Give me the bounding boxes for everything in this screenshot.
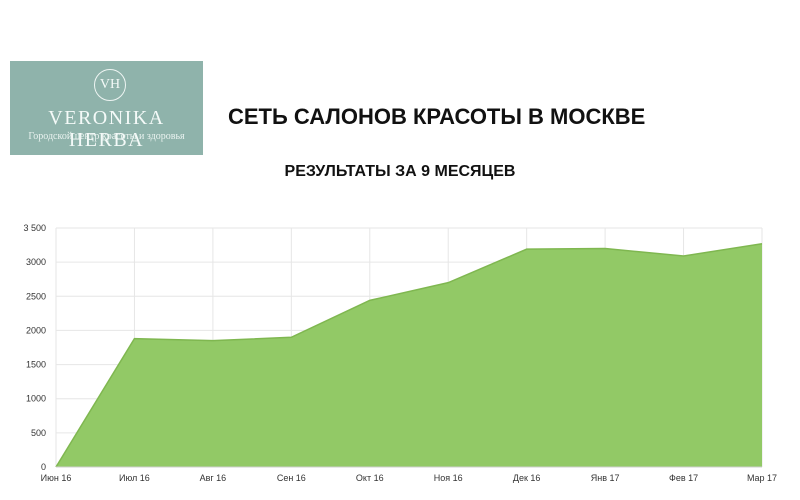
- y-tick-label: 2000: [26, 325, 46, 335]
- x-tick-label: Ноя 16: [434, 473, 463, 483]
- area-chart: 0 500 1000 1500 2000 2500 3000 3 500 Июн 16 Июл 1…: [23, 223, 777, 483]
- y-tick-label: 0: [41, 462, 46, 472]
- x-tick-label: Сен 16: [277, 473, 306, 483]
- area-series-line: [55, 242, 763, 468]
- area-series: [56, 243, 762, 467]
- x-tick-label: Июн 16: [41, 473, 72, 483]
- logo-monogram: VH: [94, 69, 126, 101]
- page-subtitle: РЕЗУЛЬТАТЫ ЗА 9 МЕСЯЦЕВ: [284, 163, 516, 180]
- page-title: СЕТЬ САЛОНОВ КРАСОТЫ В МОСКВЕ: [228, 104, 646, 129]
- x-tick-label: Авг 16: [200, 473, 227, 483]
- x-tick-label: Янв 17: [591, 473, 620, 483]
- logo-name: VERONIKA HERBA: [48, 107, 165, 151]
- logo-tagline: Городской центр красоты и здоровья: [28, 131, 185, 142]
- x-tick-label: Июл 16: [119, 473, 150, 483]
- x-tick-label: Окт 16: [356, 473, 384, 483]
- y-tick-label: 1000: [26, 394, 46, 404]
- y-tick-label: 2500: [26, 291, 46, 301]
- y-tick-label: 1500: [26, 360, 46, 370]
- y-tick-label: 3 500: [23, 223, 46, 233]
- x-tick-label: Мар 17: [747, 473, 777, 483]
- y-tick-label: 3000: [26, 257, 46, 267]
- logo: VH VERONIKA HERBA Городской центр красот…: [10, 61, 203, 155]
- x-tick-label: Дек 16: [513, 473, 541, 483]
- x-tick-label: Фев 17: [669, 473, 698, 483]
- y-tick-label: 500: [31, 428, 46, 438]
